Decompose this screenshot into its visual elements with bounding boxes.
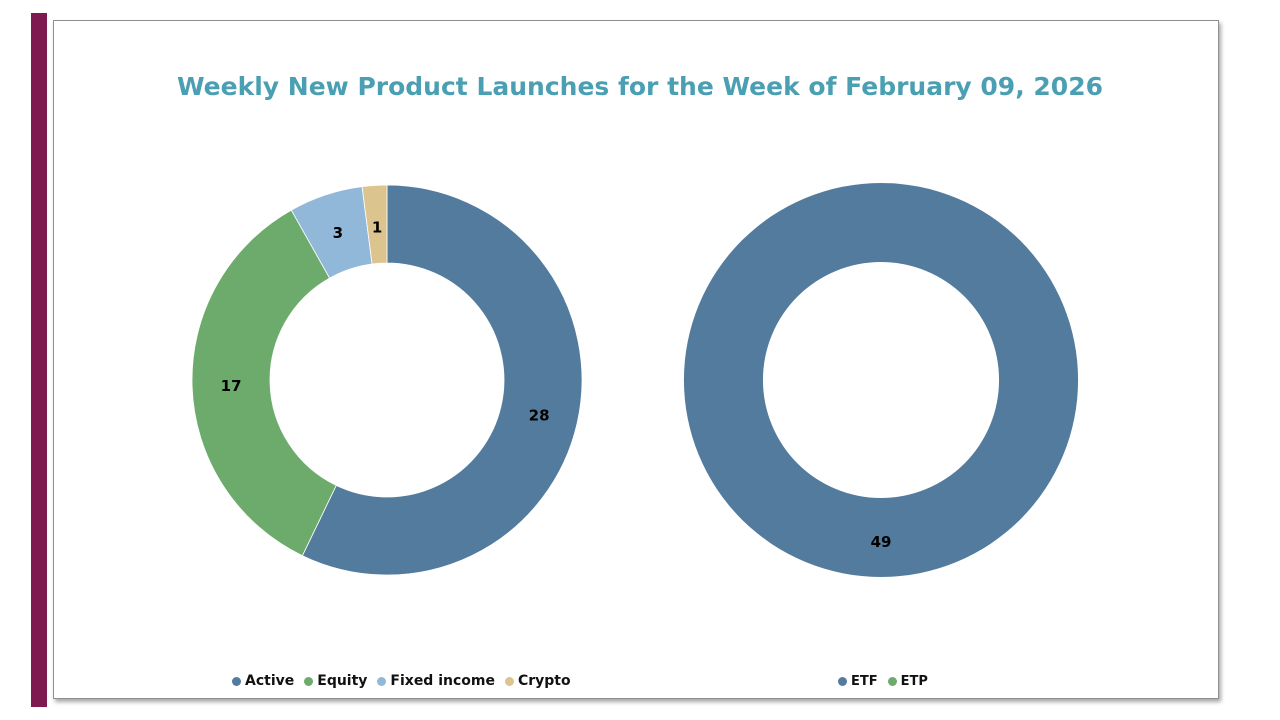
legend-swatch-etp — [887, 676, 897, 686]
legend-item-etf: ETF — [838, 674, 878, 689]
legend-label-fixed-income: Fixed income — [390, 673, 495, 689]
chart-title: Weekly New Product Launches for the Week… — [176, 72, 1103, 101]
legend-item-fixed-income: Fixed income — [377, 673, 495, 689]
data-label-equity: 17 — [221, 377, 242, 395]
legend-item-crypto: Crypto — [504, 673, 571, 689]
data-label-active: 28 — [529, 407, 550, 425]
legend-label-equity: Equity — [317, 673, 368, 689]
legend-swatch-crypto — [504, 676, 514, 686]
legend-left: Active Equity Fixed income Crypto — [232, 672, 571, 690]
accent-bar — [31, 13, 47, 707]
donut-right: 49 — [683, 182, 1079, 577]
slice-etf — [683, 182, 1079, 577]
data-label-etf: 49 — [871, 533, 892, 551]
legend-label-etp: ETP — [900, 673, 928, 689]
legend-swatch-active — [232, 676, 241, 686]
legend-swatch-etf — [838, 676, 847, 686]
data-label-fixed-income: 3 — [333, 224, 343, 242]
slice-crypto — [361, 184, 388, 265]
legend-label-etf: ETF — [851, 673, 878, 689]
legend-label-crypto: Crypto — [517, 673, 571, 689]
legend-swatch-fixed-income — [377, 676, 387, 686]
donut-left: 28 17 3 1 — [191, 184, 583, 576]
legend-item-equity: Equity — [304, 673, 367, 689]
data-label-crypto: 1 — [372, 218, 382, 236]
legend-right: ETF ETP — [838, 672, 928, 690]
slice-active — [301, 184, 583, 576]
legend-swatch-equity — [304, 676, 314, 686]
slice-equity — [191, 209, 337, 557]
legend-item-etp: ETP — [887, 673, 928, 689]
legend-label-active: Active — [245, 673, 295, 689]
legend-item-active: Active — [232, 673, 294, 689]
